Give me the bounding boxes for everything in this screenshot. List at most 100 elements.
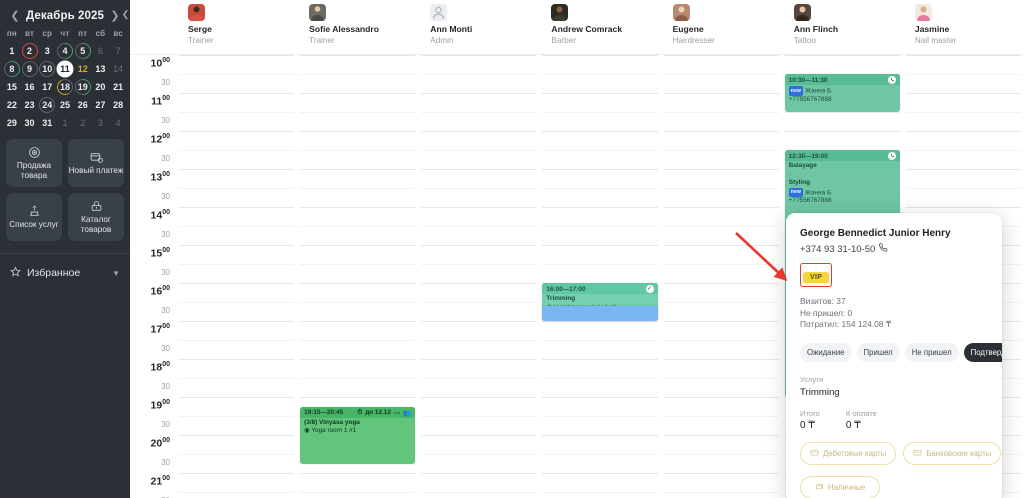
staff-header-row: Serge Trainer Sofie Alessandro Trainer Ann M… xyxy=(130,0,1024,55)
calendar-day-27[interactable]: 28 xyxy=(109,96,127,113)
schedule-main: Serge Trainer Sofie Alessandro Trainer Ann M… xyxy=(130,0,1024,498)
appointment-header: 12:30—19:00 xyxy=(784,150,900,161)
appointment-card[interactable]: 10:30—11:30 new Жанна Б. +77556767888 xyxy=(784,74,900,112)
grid-line xyxy=(542,112,658,113)
staff-column-0[interactable]: Serge Trainer xyxy=(176,0,297,54)
payment-button-1[interactable]: Банковские карты xyxy=(903,441,1002,465)
favorites-section[interactable]: Избранное ▼ xyxy=(0,254,130,282)
ellipsis-icon[interactable]: ⋯ xyxy=(393,409,401,417)
calendar-day-14[interactable]: 15 xyxy=(3,78,21,95)
calendar-day-12[interactable]: 13 xyxy=(92,60,110,77)
calendar-day-21[interactable]: 22 xyxy=(3,96,21,113)
calendar-day-32[interactable]: 2 xyxy=(74,114,92,131)
calendar-day-23[interactable]: 24 xyxy=(38,96,56,113)
schedule-column-2[interactable] xyxy=(418,55,539,498)
calendar-weekday-row: пн вт ср чт пт сб вс xyxy=(0,29,130,38)
grid-line xyxy=(905,93,1021,94)
staff-column-3[interactable]: Andrew Comrack Barber xyxy=(539,0,660,54)
time-slot-hour-20: 2000 xyxy=(130,435,176,454)
staff-column-5[interactable]: Ann Flinch Tattoo xyxy=(782,0,903,54)
status-button-2[interactable]: Не пришел xyxy=(904,342,959,362)
calendar-day-28[interactable]: 29 xyxy=(3,114,21,131)
appointment-card[interactable]: 19:15—20:45 ⏱ до 12.12 ⋯ 👥 (3/8) Vinyasa yoga… xyxy=(300,406,416,464)
call-icon[interactable] xyxy=(879,243,888,255)
calendar-day-0[interactable]: 1 xyxy=(3,42,21,59)
payment-button-0[interactable]: Дебетовые карты xyxy=(800,441,897,465)
staff-role: Nail master xyxy=(914,36,957,45)
quick-action-1[interactable]: Новый платеж xyxy=(68,139,124,187)
status-button-3[interactable]: Подтвердил xyxy=(963,342,1002,362)
staff-column-6[interactable]: Jasmine Nail master xyxy=(903,0,1024,54)
payment-button-2[interactable]: Наличные xyxy=(800,475,881,498)
grid-line xyxy=(784,112,900,113)
grid-line xyxy=(542,245,658,246)
calendar-day-7[interactable]: 8 xyxy=(0,57,24,80)
calendar-day-24[interactable]: 25 xyxy=(56,96,74,113)
time-axis: 1000 30 1100 30 1200 30 1300 30 1400 30 1500 30 1600… xyxy=(130,55,176,498)
calendar-day-4[interactable]: 5 xyxy=(71,39,94,62)
quick-action-3[interactable]: Каталог товаров xyxy=(68,193,124,241)
calendar-day-19[interactable]: 20 xyxy=(92,78,110,95)
grid-line xyxy=(179,112,295,113)
calendar-day-22[interactable]: 23 xyxy=(21,96,39,113)
calendar-day-29[interactable]: 30 xyxy=(21,114,39,131)
calendar-next-month-icon[interactable]: ❯ xyxy=(110,10,120,22)
staff-column-4[interactable]: Eugene Hairdresser xyxy=(661,0,782,54)
staff-column-2[interactable]: Ann Monti Admin xyxy=(418,0,539,54)
appointment-phone: +77556767888 xyxy=(788,197,832,205)
calendar-day-number: 18 xyxy=(59,81,70,92)
calendar-day-1[interactable]: 2 xyxy=(21,42,39,59)
schedule-column-3[interactable]: 16:00—17:00✓Trimming⚙ Hairdresser chair … xyxy=(539,55,660,498)
grid-line xyxy=(421,359,537,360)
calendar-day-9[interactable]: 10 xyxy=(38,60,56,77)
popup-payment-row-1[interactable]: Дебетовые карты Банковские карты xyxy=(800,441,1002,465)
schedule-column-1[interactable]: 19:15—20:45 ⏱ до 12.12 ⋯ 👥 (3/8) Vinyasa yoga… xyxy=(297,55,418,498)
appointment-client: Жанна Б. xyxy=(805,87,833,95)
chevron-down-icon[interactable]: ▼ xyxy=(112,268,120,278)
schedule-column-4[interactable] xyxy=(661,55,782,498)
grid-line xyxy=(421,169,537,170)
quick-action-2[interactable]: Список услуг xyxy=(6,193,62,241)
calendar-day-18[interactable]: 19 xyxy=(71,75,94,98)
time-hour-label: 2000 xyxy=(150,437,170,450)
calendar-day-8[interactable]: 9 xyxy=(21,60,39,77)
grid-line xyxy=(300,93,416,94)
calendar-day-number: 3 xyxy=(97,117,103,128)
calendar-day-34[interactable]: 4 xyxy=(109,114,127,131)
quick-action-0[interactable]: Продажа товара xyxy=(6,139,62,187)
popup-client-phone-row[interactable]: +374 93 31-10-50 xyxy=(800,243,988,255)
calendar-day-20[interactable]: 21 xyxy=(109,78,127,95)
avatar xyxy=(914,4,932,21)
staff-column-1[interactable]: Sofie Alessandro Trainer xyxy=(297,0,418,54)
calendar-prev-month-icon[interactable]: ❮ xyxy=(10,10,20,22)
group-icon: 👥 xyxy=(403,409,412,417)
status-button-1[interactable]: Пришел xyxy=(856,342,900,362)
status-button-0[interactable]: Ожидание xyxy=(800,342,852,362)
calendar-day-15[interactable]: 16 xyxy=(21,78,39,95)
calendar-day-10[interactable]: 11 xyxy=(56,60,74,77)
calendar-day-3[interactable]: 4 xyxy=(53,39,77,62)
avatar xyxy=(793,4,811,21)
calendar-day-33[interactable]: 3 xyxy=(92,114,110,131)
goods-catalog-icon xyxy=(90,200,103,213)
calendar-day-30[interactable]: 31 xyxy=(38,114,56,131)
popup-payment-row-2[interactable]: Наличные xyxy=(800,475,988,498)
calendar-day-5[interactable]: 6 xyxy=(92,42,110,59)
calendar-day-6[interactable]: 7 xyxy=(109,42,127,59)
calendar-day-31[interactable]: 1 xyxy=(56,114,74,131)
calendar-day-11[interactable]: 12 xyxy=(74,60,92,77)
appointment-phone: +77556767888 xyxy=(788,95,832,103)
grid-line xyxy=(663,169,779,170)
schedule-column-0[interactable] xyxy=(176,55,297,498)
calendar-day-26[interactable]: 27 xyxy=(92,96,110,113)
calendar-day-16[interactable]: 17 xyxy=(38,78,56,95)
calendar-day-13[interactable]: 14 xyxy=(109,60,127,77)
calendar-day-25[interactable]: 26 xyxy=(74,96,92,113)
grid-line xyxy=(179,131,295,132)
appointment-details-popup[interactable]: George Bennedict Junior Henry +374 93 31… xyxy=(786,213,1002,498)
calendar-day-17[interactable]: 18 xyxy=(55,76,75,97)
sidebar-collapse-icon[interactable]: ❮ xyxy=(121,9,130,19)
calendar-days-grid[interactable]: 1 2 3 4 5 6 7 8 9 10 11 12 13 14 15 16 17 18 19 20 21 22 23 24 2… xyxy=(0,38,130,131)
calendar-day-2[interactable]: 3 xyxy=(38,42,56,59)
